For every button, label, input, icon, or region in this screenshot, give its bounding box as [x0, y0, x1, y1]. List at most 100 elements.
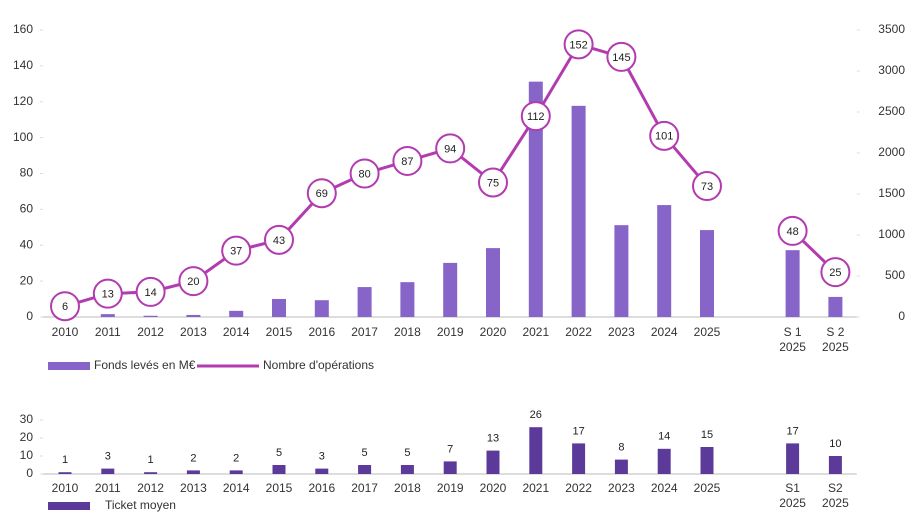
- marker: [606, 41, 637, 72]
- x-tick-label: 2012: [137, 325, 164, 339]
- bar: [100, 314, 115, 317]
- data-label: 5: [404, 447, 410, 459]
- bar: [443, 262, 458, 317]
- bar: [400, 465, 414, 474]
- marker: [392, 145, 423, 176]
- bar: [314, 300, 329, 317]
- data-label: 5: [362, 447, 368, 459]
- bar: [143, 315, 158, 317]
- legend-label: Fonds levés en M€: [94, 358, 196, 372]
- x-tick-label: S2 2025: [822, 481, 849, 510]
- data-label: 145: [612, 52, 630, 64]
- y2-tick-label: 3500: [878, 22, 905, 36]
- x-tick-label: 2012: [137, 481, 164, 495]
- bar: [400, 282, 415, 317]
- data-label: 8: [618, 442, 624, 454]
- marker: [777, 215, 808, 246]
- bar: [315, 468, 329, 474]
- x-tick-label: 2022: [565, 325, 592, 339]
- y2-tick-label: 1000: [878, 227, 905, 241]
- x-tick-label: 2013: [180, 325, 207, 339]
- marker: [563, 29, 594, 60]
- data-label: 10: [829, 438, 841, 450]
- legend-swatch: [48, 502, 90, 510]
- bar: [229, 310, 244, 317]
- bar: [614, 459, 628, 474]
- bar: [785, 250, 800, 317]
- x-tick-label: 2011: [95, 481, 121, 495]
- x-tick-label: 2018: [394, 325, 421, 339]
- marker: [264, 224, 294, 255]
- y-tick-label: 40: [20, 237, 34, 251]
- data-label: 1: [62, 454, 68, 466]
- data-label: 6: [62, 301, 68, 313]
- x-tick-label: 2025: [694, 481, 721, 495]
- bar: [443, 461, 457, 474]
- x-tick-label: 2023: [608, 325, 635, 339]
- x-tick-label: 2014: [223, 325, 250, 339]
- x-tick-label: S 1 2025: [779, 325, 806, 354]
- x-tick-label: 2010: [52, 325, 79, 339]
- bar: [58, 472, 72, 474]
- bar: [144, 472, 158, 474]
- bar: [357, 287, 372, 317]
- x-tick-label: 2016: [308, 481, 335, 495]
- marker: [649, 120, 680, 151]
- marker: [692, 171, 722, 202]
- data-label: 48: [786, 226, 798, 238]
- y-tick-label: 160: [13, 22, 33, 36]
- data-label: 112: [527, 111, 545, 123]
- marker: [92, 278, 123, 309]
- data-label: 43: [273, 235, 285, 247]
- x-tick-label: 2019: [437, 325, 464, 339]
- x-tick-label: 2022: [565, 481, 592, 495]
- y-tick-label: 140: [13, 58, 33, 72]
- data-label: 2: [233, 452, 239, 464]
- bar: [786, 443, 800, 474]
- x-tick-label: 2014: [223, 481, 250, 495]
- bar: [101, 468, 115, 474]
- y-tick-label: 60: [20, 202, 34, 216]
- data-label: 3: [105, 451, 111, 463]
- bar: [186, 470, 200, 474]
- x-tick-label: 2023: [608, 481, 635, 495]
- data-label: 5: [276, 447, 282, 459]
- bar: [700, 230, 714, 317]
- data-label: 152: [569, 39, 587, 51]
- bar: [828, 456, 842, 474]
- bar: [828, 296, 843, 317]
- bar: [700, 447, 714, 474]
- marker: [135, 276, 166, 307]
- y2-tick-label: 500: [885, 268, 905, 282]
- x-tick-label: 2011: [95, 325, 121, 339]
- bar: [272, 465, 286, 474]
- x-tick-label: 2015: [266, 325, 293, 339]
- data-label: 75: [487, 177, 499, 189]
- y-tick-label: 100: [13, 130, 33, 144]
- x-tick-label: 2020: [480, 481, 507, 495]
- x-tick-label: 2015: [266, 481, 293, 495]
- marker: [820, 257, 851, 288]
- data-label: 3: [319, 451, 325, 463]
- marker: [50, 291, 80, 322]
- data-label: 20: [187, 276, 199, 288]
- y-tick-label: 20: [20, 430, 34, 444]
- data-label: 94: [444, 143, 456, 155]
- data-label: 73: [701, 181, 713, 193]
- data-label: 17: [786, 425, 798, 437]
- bar: [657, 448, 671, 474]
- y2-tick-label: 3000: [878, 63, 905, 77]
- data-label: 13: [487, 433, 499, 445]
- y-tick-label: 10: [20, 448, 34, 462]
- data-label: 25: [829, 267, 841, 279]
- y-tick-label: 0: [26, 309, 33, 323]
- y-tick-label: 120: [13, 94, 33, 108]
- y-tick-label: 30: [20, 412, 34, 426]
- marker: [478, 167, 508, 198]
- bar: [529, 427, 543, 474]
- bar: [486, 450, 500, 474]
- marker: [349, 158, 380, 189]
- data-label: 7: [447, 443, 453, 455]
- legend-swatch: [48, 362, 90, 370]
